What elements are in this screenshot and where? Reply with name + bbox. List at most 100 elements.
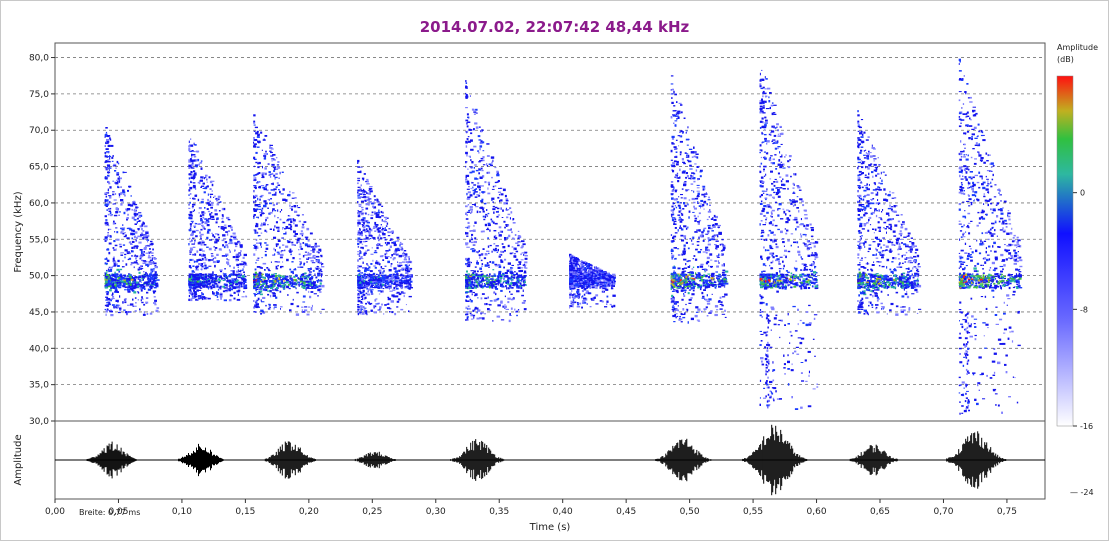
spectrogram-pixel [218, 226, 220, 228]
spectrogram-pixel [153, 277, 157, 280]
spectrogram-pixel [219, 269, 223, 271]
spectrogram-pixel [490, 218, 493, 221]
spectrogram-pixel [194, 295, 198, 298]
spectrogram-pixel [235, 259, 238, 262]
spectrogram-pixel [285, 276, 287, 279]
spectrogram-pixel [281, 237, 284, 239]
spectrogram-pixel [497, 248, 499, 252]
spectrogram-pixel [188, 284, 191, 286]
spectrogram-pixel [497, 278, 499, 281]
spectrogram-pixel [514, 274, 516, 277]
spectrogram-pixel [267, 293, 270, 296]
spectrogram-pixel [290, 220, 293, 223]
spectrogram-pixel [275, 281, 279, 283]
spectrogram-pixel [202, 254, 206, 257]
spectrogram-pixel [477, 135, 481, 138]
spectrogram-pixel [486, 143, 490, 145]
spectrogram-pixel [372, 277, 374, 280]
spectrogram-pixel [357, 219, 361, 222]
spectrogram-pixel [204, 187, 207, 190]
spectrogram-pixel [139, 308, 141, 311]
spectrogram-pixel [257, 257, 260, 259]
spectrogram-pixel [366, 269, 370, 271]
spectrogram-pixel [274, 283, 276, 286]
spectrogram-pixel [253, 284, 257, 286]
spectrogram-pixel [104, 262, 107, 264]
spectrogram-pixel [400, 286, 403, 290]
spectrogram-pixel [195, 298, 199, 301]
spectrogram-pixel [206, 202, 210, 205]
spectrogram-pixel [582, 261, 586, 265]
spectrogram-pixel [405, 265, 409, 268]
spectrogram-pixel [469, 129, 473, 131]
spectrogram-pixel [194, 292, 197, 295]
spectrogram-pixel [357, 159, 360, 163]
spectrogram-pixel [198, 212, 200, 214]
spectrogram-pixel [371, 284, 374, 286]
spectrogram-pixel [357, 289, 359, 291]
spectrogram-pixel [213, 274, 217, 276]
spectrogram-pixel [243, 291, 245, 293]
spectrogram-pixel [191, 222, 194, 224]
spectrogram-pixel [122, 283, 125, 285]
spectrogram-pixel [472, 189, 476, 192]
spectrogram-pixel [505, 308, 509, 310]
spectrogram-pixel [592, 273, 596, 275]
spectrogram-pixel [201, 268, 203, 271]
spectrogram-pixel [492, 269, 495, 271]
spectrogram-pixel [119, 245, 122, 248]
spectrogram-pixel [357, 201, 359, 204]
spectrogram-pixel [517, 287, 520, 289]
spectrogram-pixel [480, 167, 483, 170]
spectrogram-pixel [264, 155, 266, 159]
spectrogram-pixel [191, 270, 195, 273]
spectrogram-pixel [305, 280, 309, 283]
spectrogram-pixel [104, 151, 107, 154]
spectrogram-pixel [466, 281, 469, 284]
spectrogram-pixel [290, 278, 294, 282]
spectrogram-pixel [481, 130, 483, 133]
spectrogram-pixel [494, 284, 498, 286]
spectrogram-pixel [269, 173, 273, 175]
spectrogram-pixel [581, 267, 585, 270]
spectrogram-pixel [264, 229, 267, 232]
spectrogram-pixel [211, 255, 214, 258]
spectrogram-pixel [359, 242, 362, 244]
spectrogram-pixel [517, 241, 521, 243]
spectrogram-pixel [466, 246, 470, 248]
spectrogram-pixel [264, 269, 266, 271]
spectrogram-pixel [480, 279, 483, 282]
spectrogram-pixel [398, 265, 401, 268]
spectrogram-pixel [580, 262, 583, 265]
spectrogram-pixel [502, 246, 506, 249]
spectrogram-pixel [148, 274, 152, 278]
spectrogram-pixel [256, 130, 259, 133]
spectrogram-pixel [406, 269, 409, 271]
spectrogram-pixel [310, 250, 314, 252]
spectrogram-pixel [149, 312, 153, 315]
spectrogram-pixel [193, 142, 195, 145]
spectrogram-pixel [479, 176, 483, 179]
spectrogram-pixel [498, 232, 500, 234]
spectrogram-pixel [114, 263, 118, 265]
spectrogram-pixel [492, 221, 495, 224]
spectrogram-pixel [372, 287, 376, 289]
spectrogram-pixel [116, 275, 120, 278]
spectrogram-pixel [371, 211, 374, 214]
spectrogram-pixel [577, 278, 579, 281]
spectrogram-pixel [297, 215, 300, 217]
spectrogram-pixel [478, 168, 480, 171]
spectrogram-pixel [595, 281, 597, 284]
spectrogram-pixel [491, 280, 494, 283]
spectrogram-pixel [280, 280, 283, 283]
spectrogram-pixel [108, 266, 110, 268]
spectrogram-pixel [207, 228, 211, 232]
spectrogram-pixel [274, 288, 278, 291]
spectrogram-pixel [274, 283, 277, 285]
spectrogram-pixel [383, 313, 385, 315]
spectrogram-pixel [260, 232, 263, 234]
spectrogram-pixel [144, 245, 147, 248]
spectrogram-pixel [208, 203, 211, 206]
spectrogram-pixel [299, 232, 303, 235]
spectrogram-pixel [138, 281, 140, 284]
